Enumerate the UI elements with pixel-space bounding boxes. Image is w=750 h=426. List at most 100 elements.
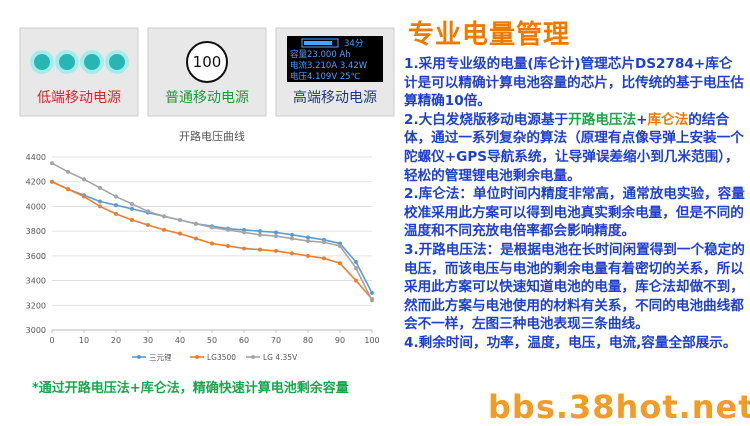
legend-marker [251, 355, 255, 359]
point [114, 203, 118, 208]
point [178, 231, 182, 236]
paragraph: 1.采用专业级的电量(库仑计)管理芯片DS2784+库仑计是可以精确计算电池容量… [404, 55, 746, 111]
x-tick-label: 60 [239, 336, 249, 345]
point [114, 211, 118, 216]
point [130, 218, 134, 223]
text: + [636, 111, 648, 128]
y-tick-label: 3600 [26, 252, 46, 261]
highlight: 开路电压法 [568, 111, 637, 128]
point [50, 179, 54, 184]
point [274, 234, 278, 239]
paragraph: 4.剩余时间，功率，温度，电压，电流,容量全部展示。 [404, 334, 746, 353]
y-tick-label: 3200 [26, 301, 46, 310]
point [354, 266, 358, 271]
point [242, 246, 246, 251]
caption: *通过开路电压法+库仑法，精确快速计算电池剩余容量 [32, 380, 349, 396]
text: 的结合体，通过一系列复杂的算法（原理有点像导弹上安装一个陀螺仪+GPS导航系统，… [404, 111, 744, 184]
y-tick-label: 4000 [26, 202, 46, 211]
battery-icon [301, 38, 339, 48]
legend-marker [137, 355, 141, 359]
lcd-line: 34分 [344, 39, 364, 49]
point [274, 230, 278, 235]
x-tick-label: 10 [79, 336, 89, 345]
lcd-line: 电流3.210A 3.42W [290, 60, 368, 71]
text: 2.大白发烧版移动电源基于 [404, 111, 569, 128]
point [290, 232, 294, 237]
display-text: 100 [193, 53, 222, 71]
point [226, 243, 230, 248]
x-tick-label: 40 [175, 336, 185, 345]
y-tick-label: 3400 [26, 277, 46, 286]
x-tick-label: 0 [49, 336, 54, 345]
point [290, 251, 294, 256]
text-panel: 专业电量管理 1.采用专业级的电量(库仑计)管理芯片DS2784+库仑计是可以精… [404, 14, 746, 353]
text: 2.库仑法：单位时间内精度非常高，通常放电实验，容量校准采用此方案可以得到电池真… [404, 186, 745, 240]
point [322, 240, 326, 245]
point [338, 261, 342, 266]
panel-label: 低端移动电源 [37, 90, 121, 106]
point [290, 236, 294, 241]
legend-label: LG 4.35V [263, 353, 298, 362]
point [162, 227, 166, 232]
point [98, 204, 102, 209]
point [354, 278, 358, 283]
point [146, 209, 150, 214]
y-tick-label: 3800 [26, 227, 46, 236]
chart: 开路电压曲线 3000 3200 3400 3600 3800 4000 4200 4400 0… [26, 129, 380, 362]
point [130, 206, 134, 211]
paragraph: 2.大白发烧版移动电源基于开路电压法+库仑法的结合体，通过一系列复杂的算法（原理… [404, 111, 746, 185]
point [258, 232, 262, 237]
y-tick-label: 3000 [26, 326, 46, 335]
point [178, 218, 182, 223]
x-tick-label: 30 [143, 336, 153, 345]
point [130, 201, 134, 206]
point [274, 248, 278, 253]
text: 1.采用专业级的电量(库仑计)管理芯片DS2784+库仑计是可以精确计算电池容量… [404, 56, 744, 110]
legend-label: 三元锂 [149, 352, 172, 362]
point [114, 194, 118, 199]
point [258, 229, 262, 234]
paragraph: 2.库仑法：单位时间内精度非常高，通常放电实验，容量校准采用此方案可以得到电池真… [404, 185, 746, 241]
display-icon [186, 41, 228, 83]
series-line [51, 162, 373, 301]
panel-label: 高端移动电源 [293, 89, 377, 106]
x-tick-label: 50 [207, 336, 217, 345]
point [306, 253, 310, 258]
lcd-line: 电压4.109V 25℃ [290, 71, 361, 82]
point [322, 256, 326, 261]
point [162, 214, 166, 219]
lcd-line: 容量23.000 Ah [290, 49, 351, 60]
x-tick-label: 80 [303, 336, 313, 345]
panel-label: 普通移动电源 [165, 90, 249, 106]
text: 3.开路电压法：是根据电池在长时间闲置得到一个稳定的电压，而该电压与电池的剩余电… [404, 241, 745, 333]
point [98, 185, 102, 190]
lcd [287, 36, 383, 82]
x-tick-label: 20 [111, 336, 121, 345]
battery-fill [304, 41, 332, 45]
point [338, 243, 342, 248]
chart-title: 开路电压曲线 [179, 129, 245, 143]
point [370, 298, 374, 303]
x-tick-label: 90 [335, 336, 345, 345]
point [306, 239, 310, 244]
point [66, 169, 70, 174]
point [50, 161, 54, 166]
legend-marker [195, 355, 199, 359]
legend-label: LG3500 [207, 353, 236, 362]
point [98, 199, 102, 204]
point [226, 227, 230, 232]
text-title: 专业电量管理 [408, 20, 571, 50]
panel: 低端移动电源 [19, 27, 139, 117]
paragraph: 3.开路电压法：是根据电池在长时间闲置得到一个稳定的电压，而该电压与电池的剩余电… [404, 241, 746, 334]
point [258, 247, 262, 252]
y-tick-label: 4200 [26, 178, 46, 187]
point [66, 187, 70, 192]
x-tick-label: 70 [271, 336, 281, 345]
x-tick-label: 100 [364, 336, 379, 345]
y-tick-label: 4400 [26, 153, 46, 162]
highlight: 库仑法 [647, 111, 689, 128]
